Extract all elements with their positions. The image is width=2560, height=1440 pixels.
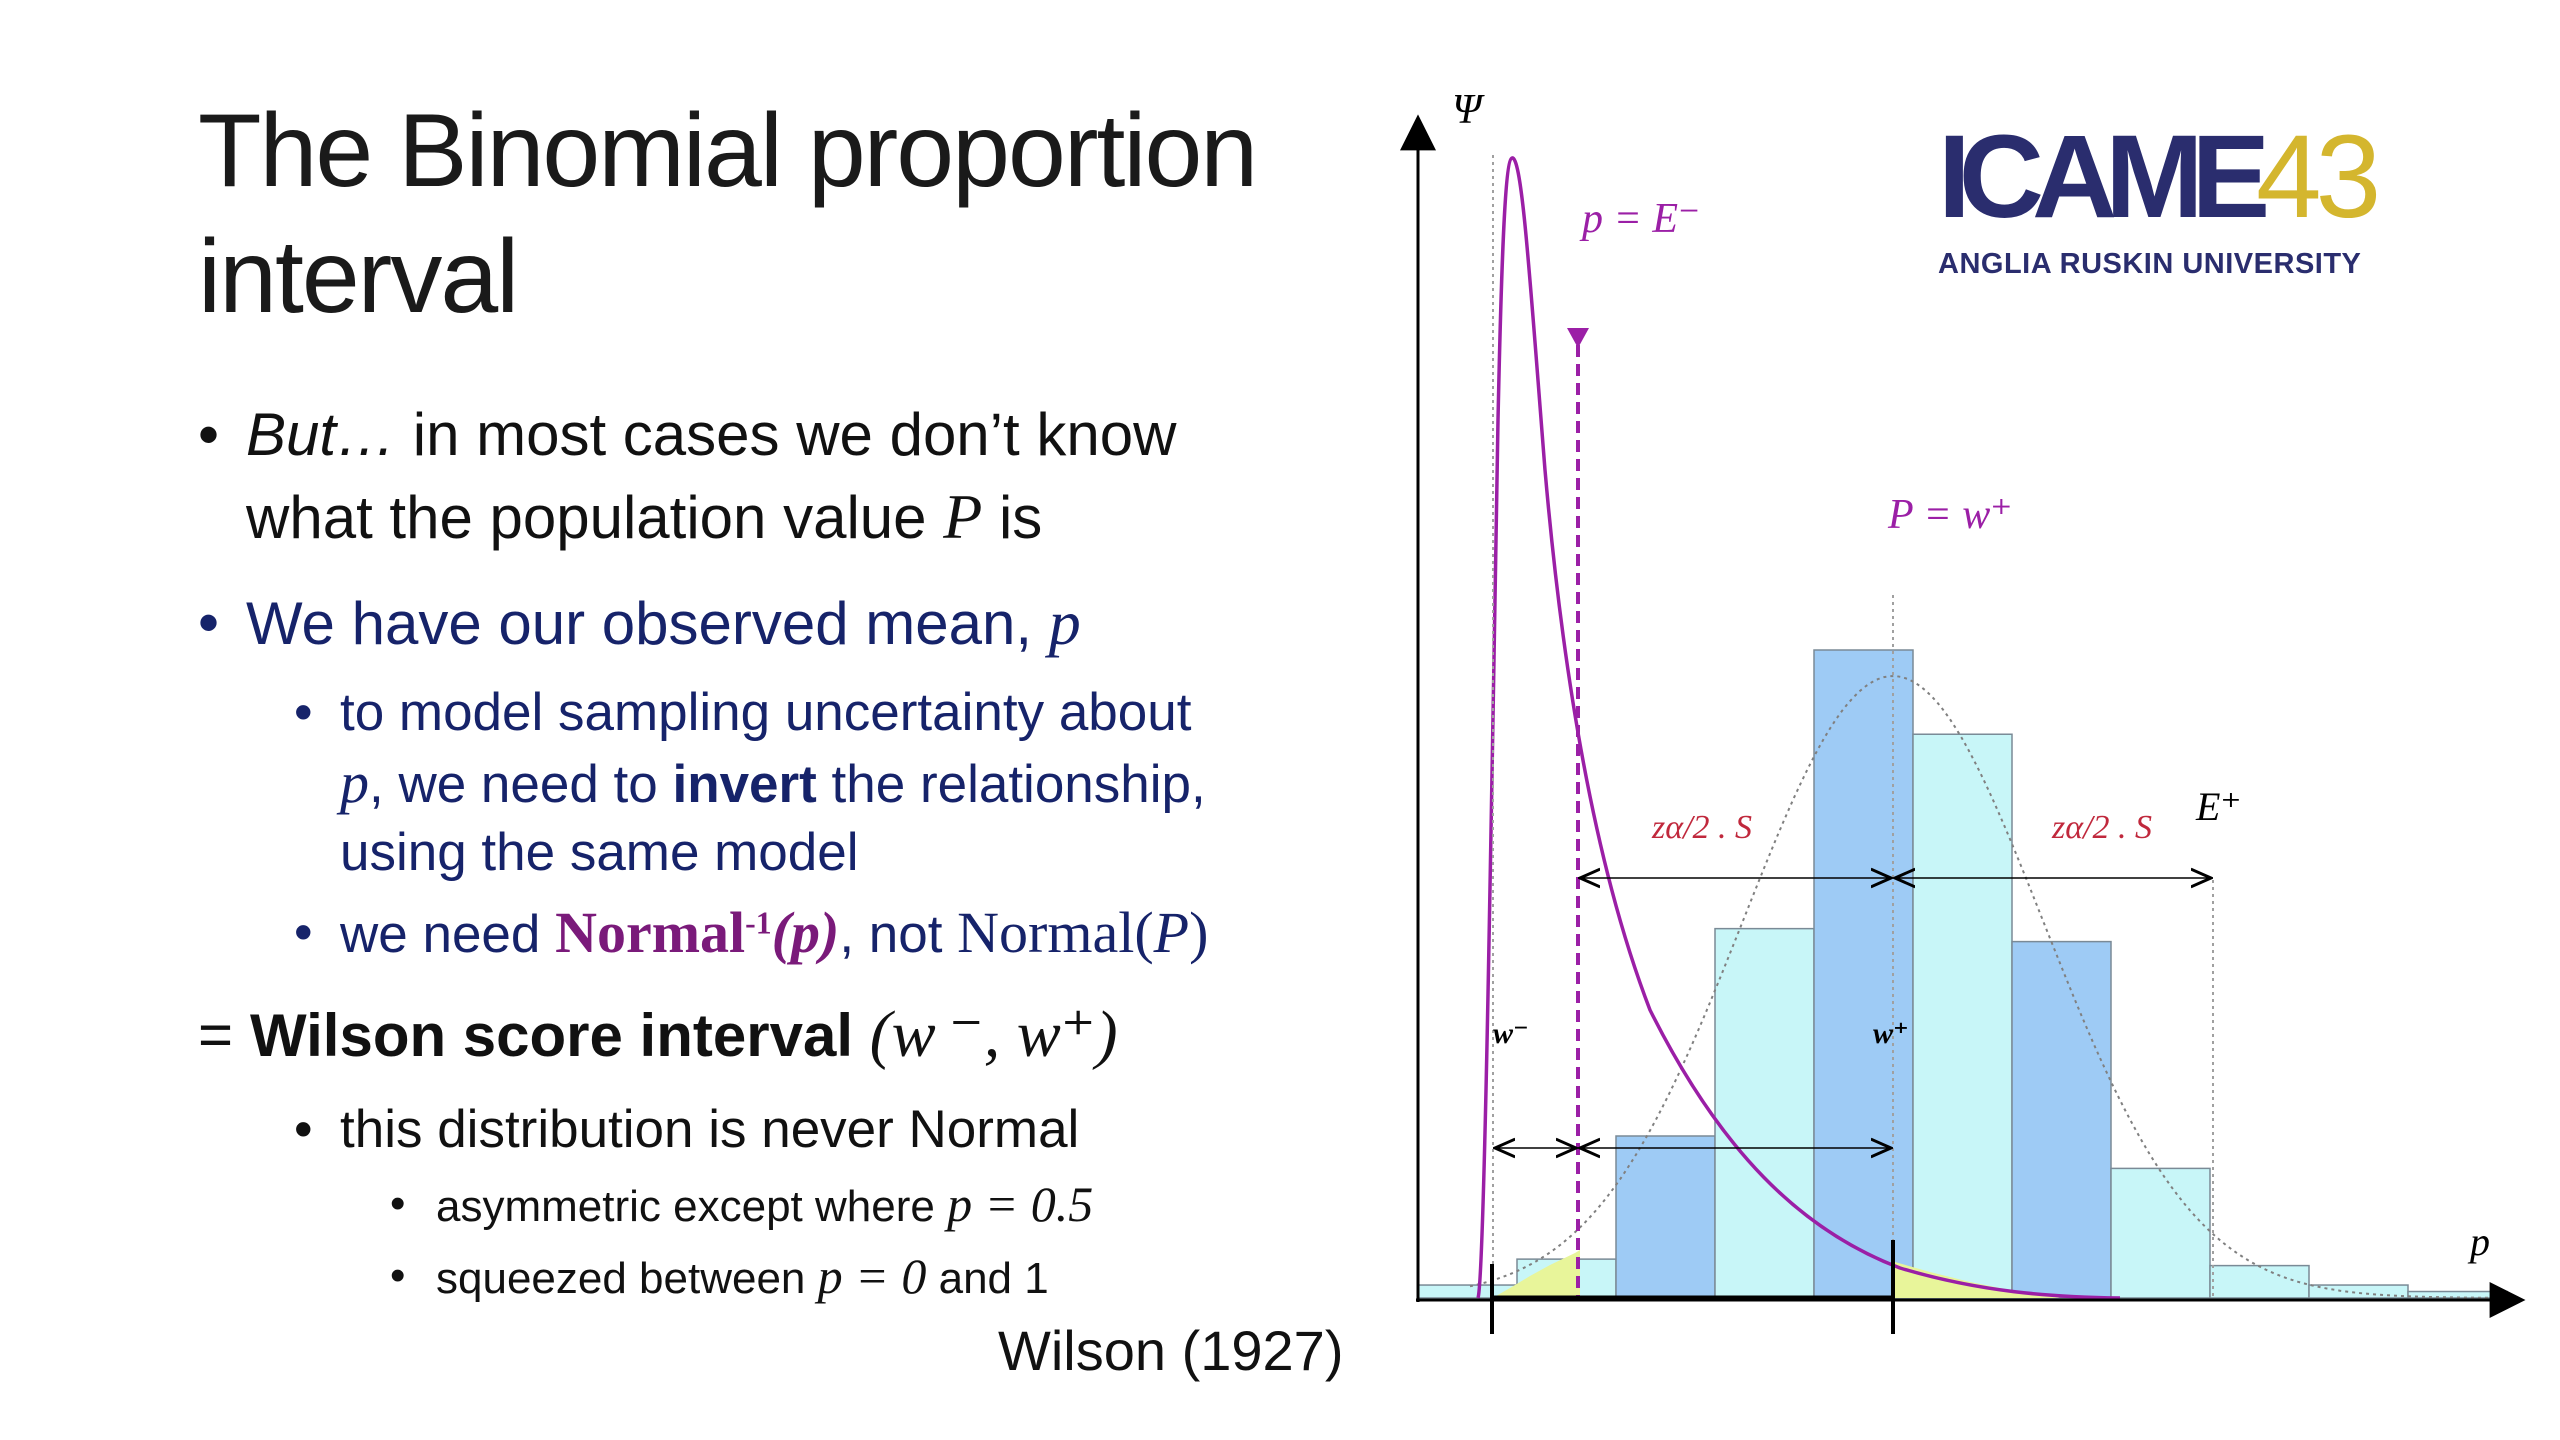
equation: p = 0 [817,1248,927,1304]
p-eq-e-minus-label: p = E⁻ [1579,196,1700,242]
bullet-marker: • [294,903,313,962]
bullet-marker: • [294,683,313,742]
var-p: p [340,750,369,815]
icame-logo: ICAME 43 ANGLIA RUSKIN UNIVERSITY [1938,118,2398,288]
normal-close: ) [1189,900,1209,965]
logo-subtitle: ANGLIA RUSKIN UNIVERSITY [1938,248,2362,280]
bullet-marker: • [294,1100,313,1159]
bullet-text: the relationship, [816,755,1206,814]
histogram-bar [1714,927,1815,1299]
left-tail-shade [1496,1250,1580,1298]
but-text: But… [246,401,397,468]
bullet-text: we need [340,905,556,964]
histogram-bar [1615,1135,1716,1299]
bullet-marker: • [390,1251,406,1300]
right-tail-shade [1895,1262,2060,1298]
equation: p = 0.5 [947,1176,1094,1232]
bullet-text: and 1 [926,1254,1049,1303]
skewed-curve [1476,156,2121,1300]
bullet-text: what the population value [246,484,944,551]
invert-text: invert [672,755,817,814]
y-axis-label: Ψ [1452,87,1485,133]
histogram-bar [2011,940,2112,1299]
bullet-marker: • [198,401,220,468]
wilson-interval: (w ⁻, w⁺) [869,998,1118,1071]
var-P: P [1153,900,1190,965]
inverse-superscript: -1 [745,905,772,941]
wilson-title: Wilson score interval [250,1002,853,1069]
bullet-text: , not [839,905,958,964]
bullet-text: is [982,484,1043,551]
bullet-text: this distribution is never Normal [340,1100,1080,1159]
equals-marker: = [198,1001,234,1068]
var-p: p [1048,587,1081,658]
bullet-but-line2: what the population value P is [246,477,1042,558]
P-eq-w-plus-label: P = w⁺ [1887,492,2012,538]
histogram-bar [1912,733,2013,1299]
normal-text: Normal( [957,900,1154,965]
citation: Wilson (1927) [998,1319,1344,1382]
sub-bullet-model-line3: using the same model [340,818,859,888]
histogram-bar [2209,1264,2310,1299]
bullet-text: , we need to [369,755,673,814]
z-s-right-label: zα/2 . S [2051,809,2152,846]
histogram-bar [1813,649,1914,1299]
sub-bullet-model-line2: p, we need to invert the relationship, [340,748,1206,820]
title-line-1: The Binomial proportion [198,93,1258,209]
w-plus-label: w⁺ [1873,1017,1909,1050]
bullet-text: squeezed between [436,1254,818,1303]
normal-curve [1469,675,2496,1299]
logo-number: 43 [2256,111,2381,243]
e-plus-label: E⁺ [2195,784,2242,829]
bullet-marker: • [198,589,220,656]
w-minus-label: w⁻ [1493,1017,1529,1050]
bullet-text: We have our observed mean, [246,590,1049,657]
z-s-left-label: zα/2 . S [1651,809,1752,846]
bullet-text: in most cases we don’t know [396,401,1177,468]
e-minus-arrowhead [1567,328,1589,348]
normal-inverse-arg: (p) [771,900,840,965]
bullet-text: asymmetric except where [436,1182,948,1231]
slide-title: The Binomial proportion interval [198,88,1348,340]
title-line-2: interval [198,219,519,335]
var-P: P [943,481,983,552]
histogram-bar [2308,1284,2409,1299]
x-axis-label: p [2467,1219,2490,1264]
logo-main-text: ICAME [1938,111,2270,243]
normal-inverse: Normal [555,900,746,965]
bullet-text: using the same model [340,823,859,882]
bullet-marker: • [390,1179,406,1228]
bullet-text: to model sampling uncertainty about [340,683,1192,742]
histogram-bar [2110,1167,2211,1299]
